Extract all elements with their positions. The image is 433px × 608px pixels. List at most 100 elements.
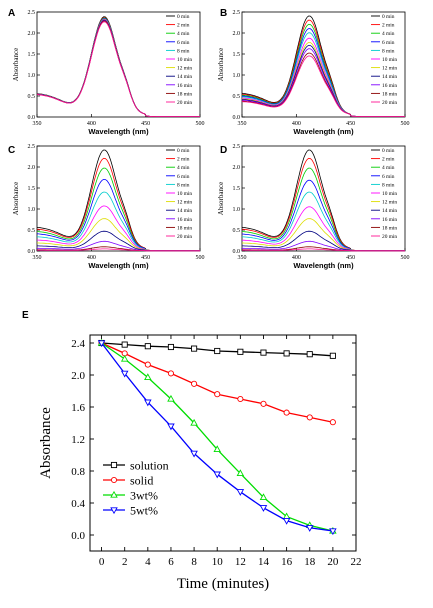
spectra-panel-b: 350 400 450 500 0.0 0.5 1.0 1.5 2.0 2.5 Wavelength… <box>217 10 410 136</box>
legend-label: 14 min <box>177 208 192 214</box>
y-tick-label: 1.0 <box>233 73 241 79</box>
legend-label: 12 min <box>382 200 397 206</box>
legend-label: 10 min <box>382 191 397 197</box>
plot-frame <box>241 145 406 252</box>
data-point <box>259 493 268 501</box>
data-point <box>237 395 244 403</box>
data-point <box>110 507 118 515</box>
data-point <box>306 414 313 421</box>
legend-label: 4 min <box>177 31 190 37</box>
x-axis-label: Wavelength (nm) <box>88 127 149 136</box>
legend-label: 2 min <box>382 157 395 163</box>
x-tick-label: 0 <box>99 556 105 568</box>
x-axis-label: Wavelength (nm) <box>293 261 354 270</box>
y-tick-label: 0.5 <box>233 94 241 100</box>
spectrum-line <box>241 157 405 252</box>
x-tick-label: 20 <box>327 556 339 568</box>
legend-label: 4 min <box>382 31 395 37</box>
x-tick-label: 450 <box>346 255 355 261</box>
data-point <box>214 391 221 398</box>
plot-frame <box>36 11 201 118</box>
plot-frame <box>241 11 406 118</box>
data-point <box>120 370 129 378</box>
plot-frame <box>89 334 357 552</box>
data-point <box>120 354 129 362</box>
data-point <box>260 349 267 356</box>
spectra-panel-c: 350 400 450 500 0.0 0.5 1.0 1.5 2.0 2.5 Wavelength… <box>12 144 205 270</box>
y-axis-label: Absorbance <box>217 182 225 215</box>
data-point <box>110 490 118 498</box>
y-tick-label: 2.0 <box>233 31 241 37</box>
panel-letter-c: C <box>8 145 15 156</box>
y-tick-label: 2.5 <box>28 10 36 16</box>
spectrum-line <box>36 157 200 252</box>
x-tick-label: 350 <box>33 255 42 261</box>
legend-label: 10 min <box>382 57 397 63</box>
y-tick-label: 0.4 <box>71 498 85 510</box>
y-tick-label: 2.0 <box>71 370 85 382</box>
spectrum-line <box>36 19 200 117</box>
data-point <box>306 351 313 358</box>
legend-label: solid <box>130 474 153 488</box>
x-tick-label: 400 <box>292 121 301 127</box>
x-tick-label: 450 <box>141 255 150 261</box>
data-point <box>282 517 291 525</box>
y-tick-label: 0.8 <box>71 466 85 478</box>
x-axis-label: Wavelength (nm) <box>88 261 149 270</box>
spectrum-line <box>36 16 200 117</box>
spectrum-line <box>36 18 200 117</box>
data-point <box>121 341 128 348</box>
x-axis-label: Wavelength (nm) <box>293 127 354 136</box>
x-tick-label: 450 <box>141 121 150 127</box>
legend-label: 0 min <box>382 14 395 20</box>
legend-label: 10 min <box>177 191 192 197</box>
panel-letter-a: A <box>8 8 15 19</box>
data-point <box>191 345 198 352</box>
time-course-panel: 0 2 4 6 8 10 12 14 16 18 20 22 0.0 0.4 0.8 1.2 1.6 2.0 2.4… <box>38 334 362 592</box>
spectrum-line <box>36 18 200 117</box>
y-tick-label: 1.5 <box>28 186 36 192</box>
legend-label: 5wt% <box>130 504 158 518</box>
data-point <box>167 343 175 351</box>
legend-label: 18 min <box>177 225 192 231</box>
x-tick-label: 350 <box>238 121 247 127</box>
x-tick-label: 8 <box>191 556 197 568</box>
legend-label: 6 min <box>382 40 395 46</box>
legend-label: 2 min <box>177 157 190 163</box>
data-point <box>144 373 152 381</box>
data-point <box>167 394 175 402</box>
data-point <box>190 450 198 458</box>
x-tick-label: 400 <box>292 255 301 261</box>
data-point <box>213 471 221 479</box>
spectrum-line <box>36 19 200 117</box>
legend-label: 0 min <box>177 14 190 20</box>
x-tick-label: 350 <box>33 121 42 127</box>
data-point <box>329 352 336 359</box>
y-tick-label: 0.5 <box>28 94 36 100</box>
legend-label: 12 min <box>177 66 192 72</box>
legend-label: 2 min <box>382 23 395 29</box>
y-tick-label: 2.5 <box>28 144 36 150</box>
legend-label: 18 min <box>382 91 397 97</box>
y-tick-label: 1.5 <box>28 52 36 58</box>
spectrum-line <box>36 20 200 117</box>
legend-label: 6 min <box>177 40 190 46</box>
legend-label: 20 min <box>382 100 397 106</box>
legend-label: 6 min <box>177 174 190 180</box>
y-tick-label: 2.0 <box>28 31 36 37</box>
legend-label: 16 min <box>382 217 397 223</box>
y-tick-label: 2.5 <box>233 10 241 16</box>
data-point <box>167 423 175 431</box>
legend-label: 4 min <box>382 165 395 171</box>
data-point <box>237 348 244 355</box>
x-tick-label: 16 <box>281 556 293 568</box>
legend-label: 16 min <box>177 217 192 223</box>
data-point <box>259 505 268 512</box>
x-tick-label: 12 <box>235 556 246 568</box>
y-tick-label: 0.5 <box>233 228 241 234</box>
legend-label: 16 min <box>382 83 397 89</box>
spectrum-line <box>242 248 405 252</box>
legend-label: 3wt% <box>130 489 158 503</box>
y-axis-label: Absorbance <box>38 407 54 479</box>
legend-label: 0 min <box>382 148 395 154</box>
